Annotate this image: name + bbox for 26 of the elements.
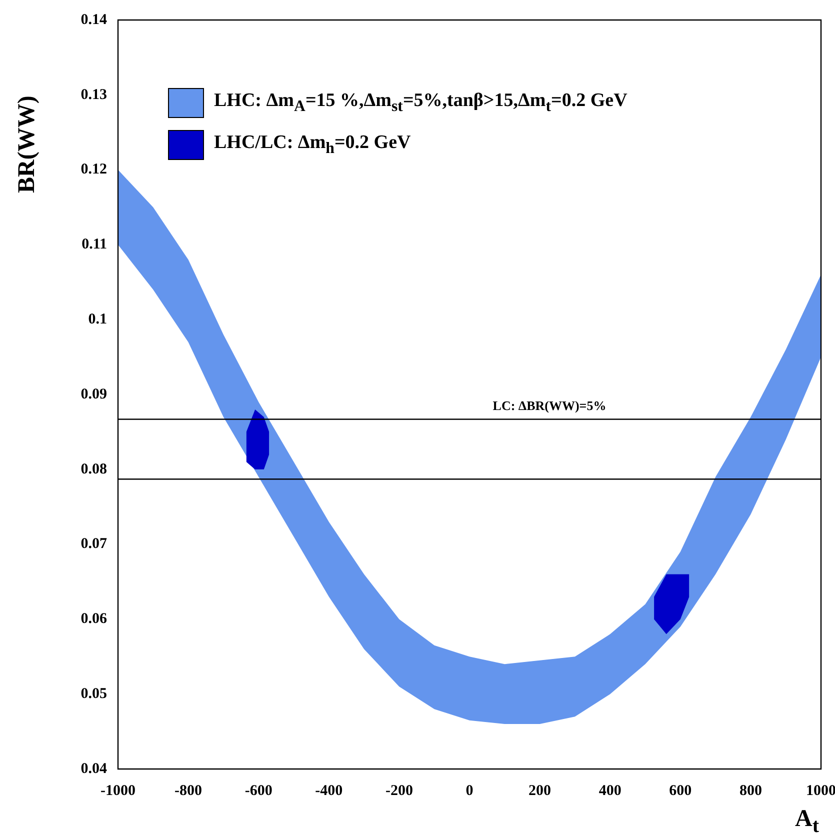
x-tick-label: 400: [598, 782, 622, 799]
x-tick-label: 600: [669, 782, 692, 799]
y-tick-label: 0.13: [80, 86, 107, 103]
y-tick-label: 0.1: [88, 311, 107, 328]
y-tick-label: 0.14: [80, 12, 108, 28]
legend-label: LHC/LC: Δm$_{h}$=0.2 GeV: [214, 132, 411, 158]
x-tick-label: -600: [244, 782, 272, 799]
y-tick-label: 0.11: [82, 236, 107, 253]
x-tick-label: 0: [466, 782, 474, 799]
x-axis-title: A$_{t}$: [794, 806, 819, 835]
legend-label: LHC: Δm$_{A}$=15 %,Δm$_{st}$=5%,tanβ>15,Δm$_{t}$=0.2 GeV: [214, 90, 628, 116]
x-tick-label: -200: [385, 782, 413, 799]
y-tick-label: 0.09: [80, 386, 107, 402]
x-tick-label: -400: [315, 782, 343, 799]
y-tick-label: 0.04: [80, 760, 108, 777]
x-tick-label: -1000: [100, 782, 136, 799]
x-tick-label: -800: [174, 782, 202, 799]
y-tick-label: 0.08: [80, 461, 107, 478]
y-tick-label: 0.05: [80, 686, 107, 702]
annotation: LC: ΔBR(WW)=5%: [492, 398, 606, 414]
y-tick-label: 0.06: [80, 611, 108, 628]
y-axis-title: BR(WW): [14, 96, 41, 193]
x-tick-label: 200: [528, 782, 552, 799]
y-tick-label: 0.07: [80, 536, 108, 552]
y-tick-label: 0.12: [80, 162, 107, 178]
x-tick-label: 800: [739, 782, 762, 799]
